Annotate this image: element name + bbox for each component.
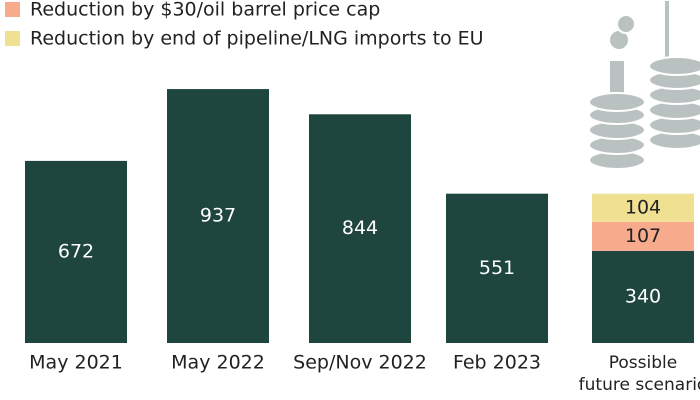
smoke [616, 14, 636, 34]
bar [592, 193, 694, 222]
icon [588, 0, 700, 170]
bar [446, 193, 548, 343]
bar [592, 221, 694, 251]
value-label: 551 [479, 257, 515, 279]
bar [592, 250, 694, 343]
value-label: 937 [200, 205, 236, 227]
legend-swatch [5, 2, 20, 17]
legend-label: Reduction by end of pipeline/LNG imports… [30, 28, 484, 50]
value-label: 104 [625, 196, 661, 218]
x-tick-label: Sep/Nov 2022 [293, 352, 427, 374]
x-tick-label: May 2021 [29, 352, 123, 374]
bar [309, 114, 411, 343]
legend-swatch [5, 31, 20, 46]
bar [25, 160, 127, 343]
coin [648, 56, 700, 76]
value-label: 107 [625, 225, 661, 247]
value-label: 844 [342, 217, 378, 239]
value-label: 340 [625, 285, 661, 307]
x-tick-label: Feb 2023 [453, 352, 541, 374]
pump [663, 0, 671, 63]
bar [167, 89, 269, 343]
coin [588, 92, 646, 112]
x-tick-label: May 2022 [171, 352, 265, 374]
x-tick-label: Possible future scenario [579, 353, 700, 395]
legend-label: Reduction by $30/oil barrel price cap [30, 0, 380, 21]
value-label: 672 [58, 240, 94, 262]
